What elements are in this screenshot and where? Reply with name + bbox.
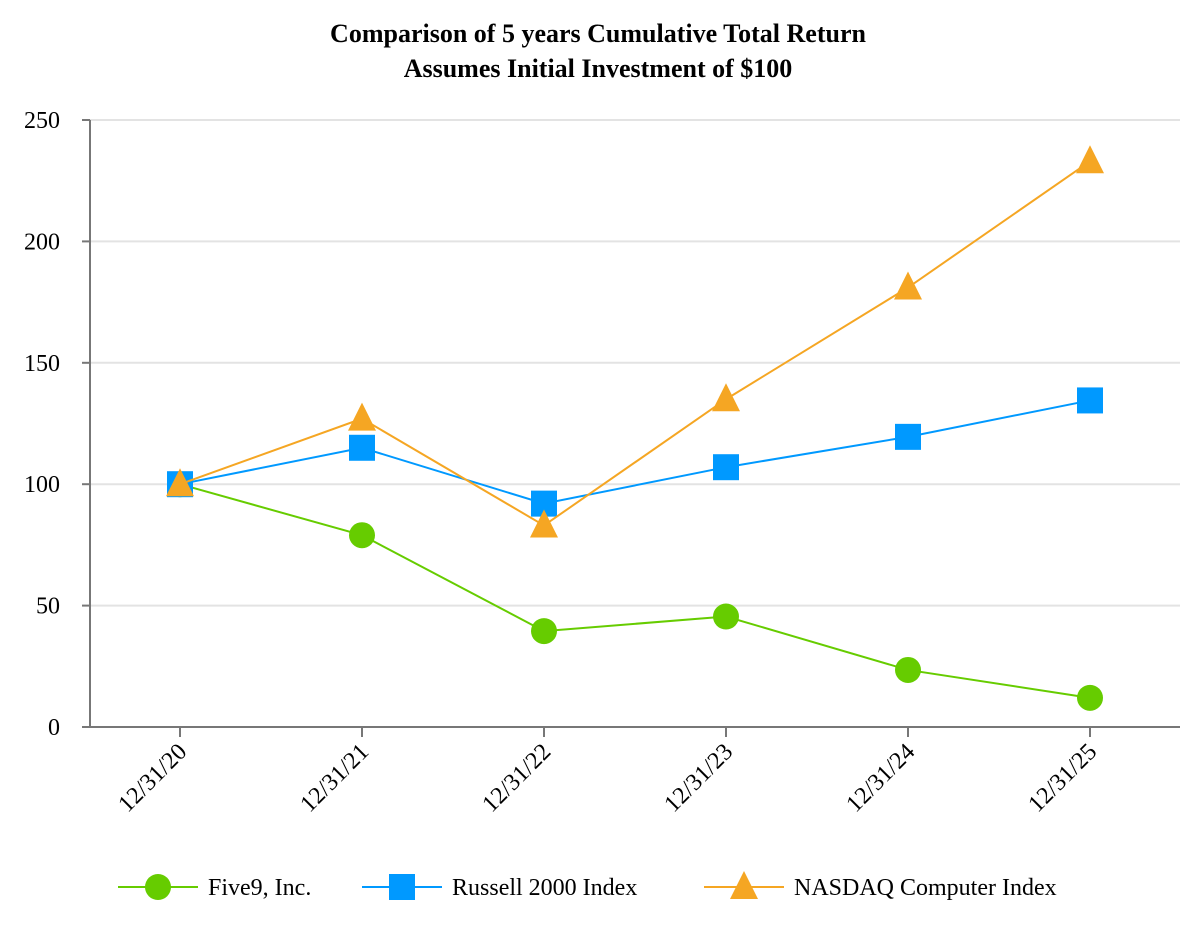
data-point-square	[349, 434, 375, 461]
data-point-triangle	[348, 402, 376, 431]
gridlines	[90, 119, 1180, 607]
y-tick-label: 250	[24, 108, 60, 134]
data-point-triangle	[166, 468, 194, 497]
data-point-circle	[531, 618, 557, 645]
data-point-circle	[713, 603, 739, 630]
x-tick-label: 12/31/25	[1024, 739, 1103, 818]
axes: 0 50 100 150 200 250 12/31/20 12/31/21 12/31/22 1…	[24, 108, 1180, 818]
legend-marker-circle	[145, 874, 171, 900]
y-tick-label: 200	[24, 229, 60, 255]
legend-item: Russell 2000 Index	[362, 874, 637, 901]
chart-title: Comparison of 5 years Cumulative Total R…	[330, 19, 866, 48]
series-line	[179, 160, 1091, 527]
y-tick-label: 0	[48, 715, 60, 741]
series-line	[179, 483, 1091, 699]
legend-item: Five9, Inc.	[118, 874, 311, 901]
series-1	[167, 387, 1103, 517]
series-line	[179, 399, 1091, 505]
data-point-triangle	[894, 271, 922, 300]
data-point-square	[713, 454, 739, 481]
x-tick-label: 12/31/22	[478, 739, 557, 818]
y-tick-label: 50	[36, 594, 60, 620]
data-point-circle	[1077, 684, 1103, 711]
y-tick-label: 100	[24, 472, 60, 498]
legend-item: NASDAQ Computer Index	[704, 871, 1057, 901]
legend-label: Russell 2000 Index	[452, 875, 637, 901]
legend-marker-square	[389, 874, 415, 900]
x-tick-label: 12/31/21	[296, 739, 375, 818]
x-tick-label: 12/31/20	[114, 739, 193, 818]
data-point-square	[1077, 387, 1103, 414]
data-point-square	[895, 423, 921, 450]
data-point-circle	[895, 656, 921, 683]
data-point-triangle	[530, 509, 558, 538]
legend-label: Five9, Inc.	[208, 875, 311, 901]
chart-subtitle: Assumes Initial Investment of $100	[404, 54, 793, 83]
series-2	[166, 145, 1104, 538]
data-point-triangle	[712, 383, 740, 412]
data-point-triangle	[1076, 145, 1104, 174]
legend: Five9, Inc. Russell 2000 Index NASDAQ Comp…	[118, 871, 1057, 901]
y-tick-label: 150	[24, 351, 60, 377]
series-0	[167, 471, 1103, 711]
data-point-circle	[349, 522, 375, 549]
x-tick-label: 12/31/23	[660, 739, 739, 818]
series-group	[166, 145, 1104, 711]
x-tick-label: 12/31/24	[842, 739, 921, 818]
legend-label: NASDAQ Computer Index	[794, 875, 1057, 901]
legend-marker-triangle	[730, 871, 758, 899]
